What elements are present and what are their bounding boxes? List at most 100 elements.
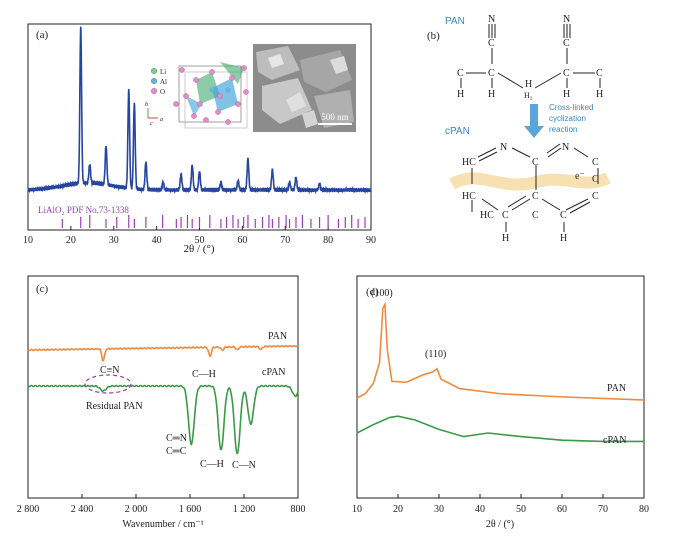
axis-b-label: b bbox=[145, 102, 148, 108]
cpan-c-1: C bbox=[532, 157, 539, 168]
panel-c: (c) 2 800 2 400 2 000 1 600 1 200 800 Wavenum… bbox=[17, 275, 306, 530]
pan-c-4: C bbox=[488, 68, 495, 79]
panel-a-x-tick-label: 40 bbox=[152, 235, 162, 246]
panel-d-x-axis: 10 20 30 40 50 60 70 80 bbox=[352, 494, 649, 515]
panel-c-x-tick-label: 1 200 bbox=[233, 504, 256, 515]
legend-li: Li bbox=[160, 68, 166, 76]
pan-c-ch2: H bbox=[525, 79, 532, 90]
annot-cn-triple: C≡N bbox=[100, 365, 120, 376]
crystal-structure-inset: Li Al O b a c bbox=[145, 62, 249, 129]
panel-a-x-tick-label: 70 bbox=[280, 235, 290, 246]
panel-d-x-tick-label: 40 bbox=[475, 504, 485, 515]
panel-c-x-tick-label: 2 400 bbox=[71, 504, 94, 515]
cpan-c-6: C bbox=[560, 210, 567, 221]
panel-d-cpan-name: cPAN bbox=[603, 435, 627, 446]
annot-ch-pan: C—H bbox=[192, 369, 216, 380]
cpan-h-1: H bbox=[502, 233, 509, 244]
cpan-n-2: N bbox=[562, 142, 569, 153]
peak-label-110: (110) bbox=[425, 349, 446, 360]
panel-c-xlabel: Wavenumber / cm⁻¹ bbox=[122, 519, 203, 530]
o-legend-dot bbox=[150, 87, 157, 94]
pan-h2: H₂ bbox=[524, 91, 533, 100]
cpan-hc-2: HC bbox=[462, 191, 476, 202]
panel-d-label: (d) bbox=[366, 286, 379, 298]
panel-a-x-tick-label: 60 bbox=[237, 235, 247, 246]
annot-cn-single: C—N bbox=[232, 460, 256, 471]
cpan-h-2: H bbox=[560, 233, 567, 244]
panel-c-frame bbox=[27, 275, 299, 499]
pan-c-3: C bbox=[457, 68, 464, 79]
panel-c-cpan-spectrum bbox=[27, 384, 299, 455]
panel-d-pan-pattern bbox=[356, 301, 645, 401]
cpan-c-5: C bbox=[502, 210, 509, 221]
pan-structure bbox=[460, 24, 601, 89]
cpan-c-7: C bbox=[592, 174, 599, 185]
panel-a-reference-label: LiAlO₂ PDF No.73-1338 bbox=[38, 205, 129, 215]
pan-n-1: N bbox=[488, 14, 495, 25]
sem-image-inset: 500 nm bbox=[253, 44, 356, 132]
pan-c-6: C bbox=[596, 68, 603, 79]
arrow-text-1: Cross-linked bbox=[549, 103, 593, 112]
panel-c-pan-spectrum bbox=[27, 344, 299, 362]
panel-d-x-tick-label: 80 bbox=[639, 504, 649, 515]
panel-a-x-tick-label: 90 bbox=[366, 235, 376, 246]
panel-c-x-tick-label: 1 600 bbox=[179, 504, 202, 515]
pan-h-2: H bbox=[488, 89, 495, 100]
panel-c-label: (c) bbox=[36, 283, 49, 295]
panel-d: (d) 10 20 30 40 50 60 70 80 2θ / (°) (100) (110… bbox=[352, 275, 649, 530]
panel-d-x-tick-label: 60 bbox=[557, 504, 567, 515]
axis-c-label: c bbox=[150, 121, 153, 127]
li-legend-dot bbox=[150, 67, 157, 74]
arrow-text-3: reaction bbox=[549, 125, 577, 134]
panel-c-x-tick-label: 2 800 bbox=[17, 504, 40, 515]
panel-a: (a) 10 20 30 40 50 60 70 80 90 2θ / (°) LiAlO₂ P… bbox=[23, 23, 376, 255]
panel-a-reference-ticks bbox=[61, 215, 366, 228]
panel-a-x-tick-label: 80 bbox=[323, 235, 333, 246]
panel-a-xrd-pattern bbox=[27, 26, 372, 195]
cpan-c-3: C bbox=[532, 191, 539, 202]
panel-a-x-tick-label: 10 bbox=[23, 235, 33, 246]
peak-label-100: (100) bbox=[371, 288, 393, 299]
panel-d-pan-name: PAN bbox=[607, 383, 626, 394]
panel-c-cpan-name: cPAN bbox=[262, 367, 286, 378]
panel-d-x-tick-label: 50 bbox=[516, 504, 526, 515]
reaction-arrow bbox=[524, 104, 544, 138]
pan-h-3: H bbox=[563, 89, 570, 100]
pan-n-2: N bbox=[563, 14, 570, 25]
scale-bar-label: 500 nm bbox=[321, 112, 348, 122]
panel-c-pan-name: PAN bbox=[268, 331, 287, 342]
arrow-text-2: cyclization bbox=[549, 114, 586, 123]
panel-d-x-tick-label: 20 bbox=[393, 504, 403, 515]
panel-b-scheme: (b) PAN N N C C C C C C H H H H H H₂ bbox=[427, 14, 611, 244]
cpan-hc-3: HC bbox=[480, 210, 494, 221]
panel-d-x-tick-label: 70 bbox=[598, 504, 608, 515]
cpan-c-4: C bbox=[592, 191, 599, 202]
cpan-c-2: C bbox=[592, 157, 599, 168]
panel-d-x-tick-label: 10 bbox=[352, 504, 362, 515]
pan-c-1: C bbox=[488, 38, 495, 49]
panel-a-x-tick-label: 30 bbox=[109, 235, 119, 246]
panel-c-x-tick-label: 800 bbox=[291, 504, 306, 515]
panel-d-x-tick-label: 30 bbox=[434, 504, 444, 515]
pan-h-1: H bbox=[457, 89, 464, 100]
annot-residual-pan: Residual PAN bbox=[86, 401, 143, 412]
panel-a-x-tick-label: 20 bbox=[66, 235, 76, 246]
annot-cn-double: C═N bbox=[166, 433, 187, 444]
panel-d-xlabel: 2θ / (°) bbox=[486, 519, 514, 530]
cpan-n-1: N bbox=[500, 142, 507, 153]
cpan-hc-1: HC bbox=[462, 157, 476, 168]
pan-c-5: C bbox=[563, 68, 570, 79]
annot-cc-double: C═C bbox=[166, 446, 187, 457]
legend-o: O bbox=[160, 88, 165, 96]
panel-a-x-tick-label: 50 bbox=[195, 235, 205, 246]
panel-b-label: (b) bbox=[427, 30, 440, 42]
axis-a-label: a bbox=[160, 117, 163, 123]
cpan-structure bbox=[471, 143, 599, 232]
al-legend-dot bbox=[150, 77, 157, 84]
annot-ch-cpan: C—H bbox=[200, 459, 224, 470]
panel-d-frame bbox=[356, 275, 645, 499]
residual-pan-circle bbox=[84, 374, 132, 394]
panel-c-x-tick-label: 2 000 bbox=[125, 504, 148, 515]
pan-h-4: H bbox=[596, 89, 603, 100]
